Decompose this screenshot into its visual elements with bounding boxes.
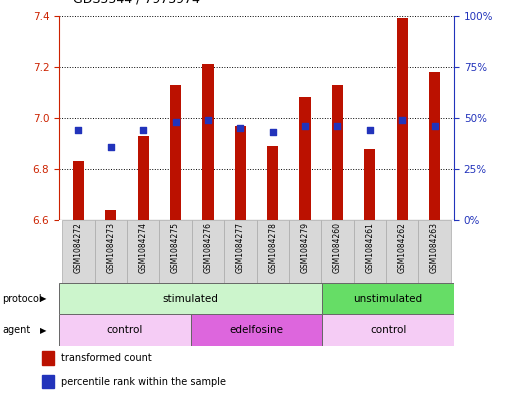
Bar [234, 125, 246, 220]
Bar [42, 375, 54, 388]
Bar [322, 314, 454, 346]
Bar [160, 220, 192, 283]
Point [139, 127, 147, 133]
Text: edelfosine: edelfosine [229, 325, 284, 335]
Point [236, 125, 244, 131]
Text: GSM1084260: GSM1084260 [333, 222, 342, 273]
Text: GSM1084263: GSM1084263 [430, 222, 439, 273]
Text: GSM1084262: GSM1084262 [398, 222, 407, 273]
Point [269, 129, 277, 135]
Bar [267, 146, 279, 220]
Point [74, 127, 83, 133]
Text: GDS5544 / 7973974: GDS5544 / 7973974 [72, 0, 200, 6]
Text: GSM1084276: GSM1084276 [204, 222, 212, 273]
Bar [59, 314, 191, 346]
Text: unstimulated: unstimulated [353, 294, 423, 304]
Text: control: control [107, 325, 143, 335]
Text: ▶: ▶ [40, 326, 46, 334]
Point [430, 123, 439, 129]
Bar [105, 210, 116, 220]
Text: protocol: protocol [3, 294, 42, 304]
Text: GSM1084277: GSM1084277 [236, 222, 245, 273]
Text: GSM1084261: GSM1084261 [365, 222, 374, 273]
Point [398, 117, 406, 123]
Bar [192, 220, 224, 283]
Bar [386, 220, 419, 283]
Bar [191, 314, 322, 346]
Bar [256, 220, 289, 283]
Bar [397, 18, 408, 220]
Text: percentile rank within the sample: percentile rank within the sample [61, 376, 226, 387]
Bar [300, 97, 311, 220]
Bar [202, 64, 213, 220]
Bar [429, 72, 440, 220]
Bar [364, 149, 376, 220]
Bar [322, 283, 454, 314]
Bar [419, 220, 451, 283]
Point [171, 119, 180, 125]
Text: GSM1084274: GSM1084274 [139, 222, 148, 273]
Point [301, 123, 309, 129]
Bar [73, 161, 84, 220]
Bar [321, 220, 353, 283]
Bar [137, 136, 149, 220]
Bar [62, 220, 94, 283]
Bar [127, 220, 160, 283]
Text: control: control [370, 325, 406, 335]
Text: GSM1084279: GSM1084279 [301, 222, 309, 273]
Text: stimulated: stimulated [163, 294, 219, 304]
Text: agent: agent [3, 325, 31, 335]
Text: GSM1084272: GSM1084272 [74, 222, 83, 273]
Text: transformed count: transformed count [61, 353, 151, 363]
Bar [289, 220, 321, 283]
Bar [353, 220, 386, 283]
Point [366, 127, 374, 133]
Text: GSM1084275: GSM1084275 [171, 222, 180, 273]
Text: GSM1084273: GSM1084273 [106, 222, 115, 273]
Bar [42, 351, 54, 365]
Bar [170, 85, 181, 220]
Point [333, 123, 342, 129]
Bar [332, 85, 343, 220]
Bar [59, 283, 322, 314]
Text: ▶: ▶ [40, 294, 46, 303]
Bar [94, 220, 127, 283]
Bar [224, 220, 256, 283]
Text: GSM1084278: GSM1084278 [268, 222, 277, 273]
Point [204, 117, 212, 123]
Point [107, 143, 115, 150]
